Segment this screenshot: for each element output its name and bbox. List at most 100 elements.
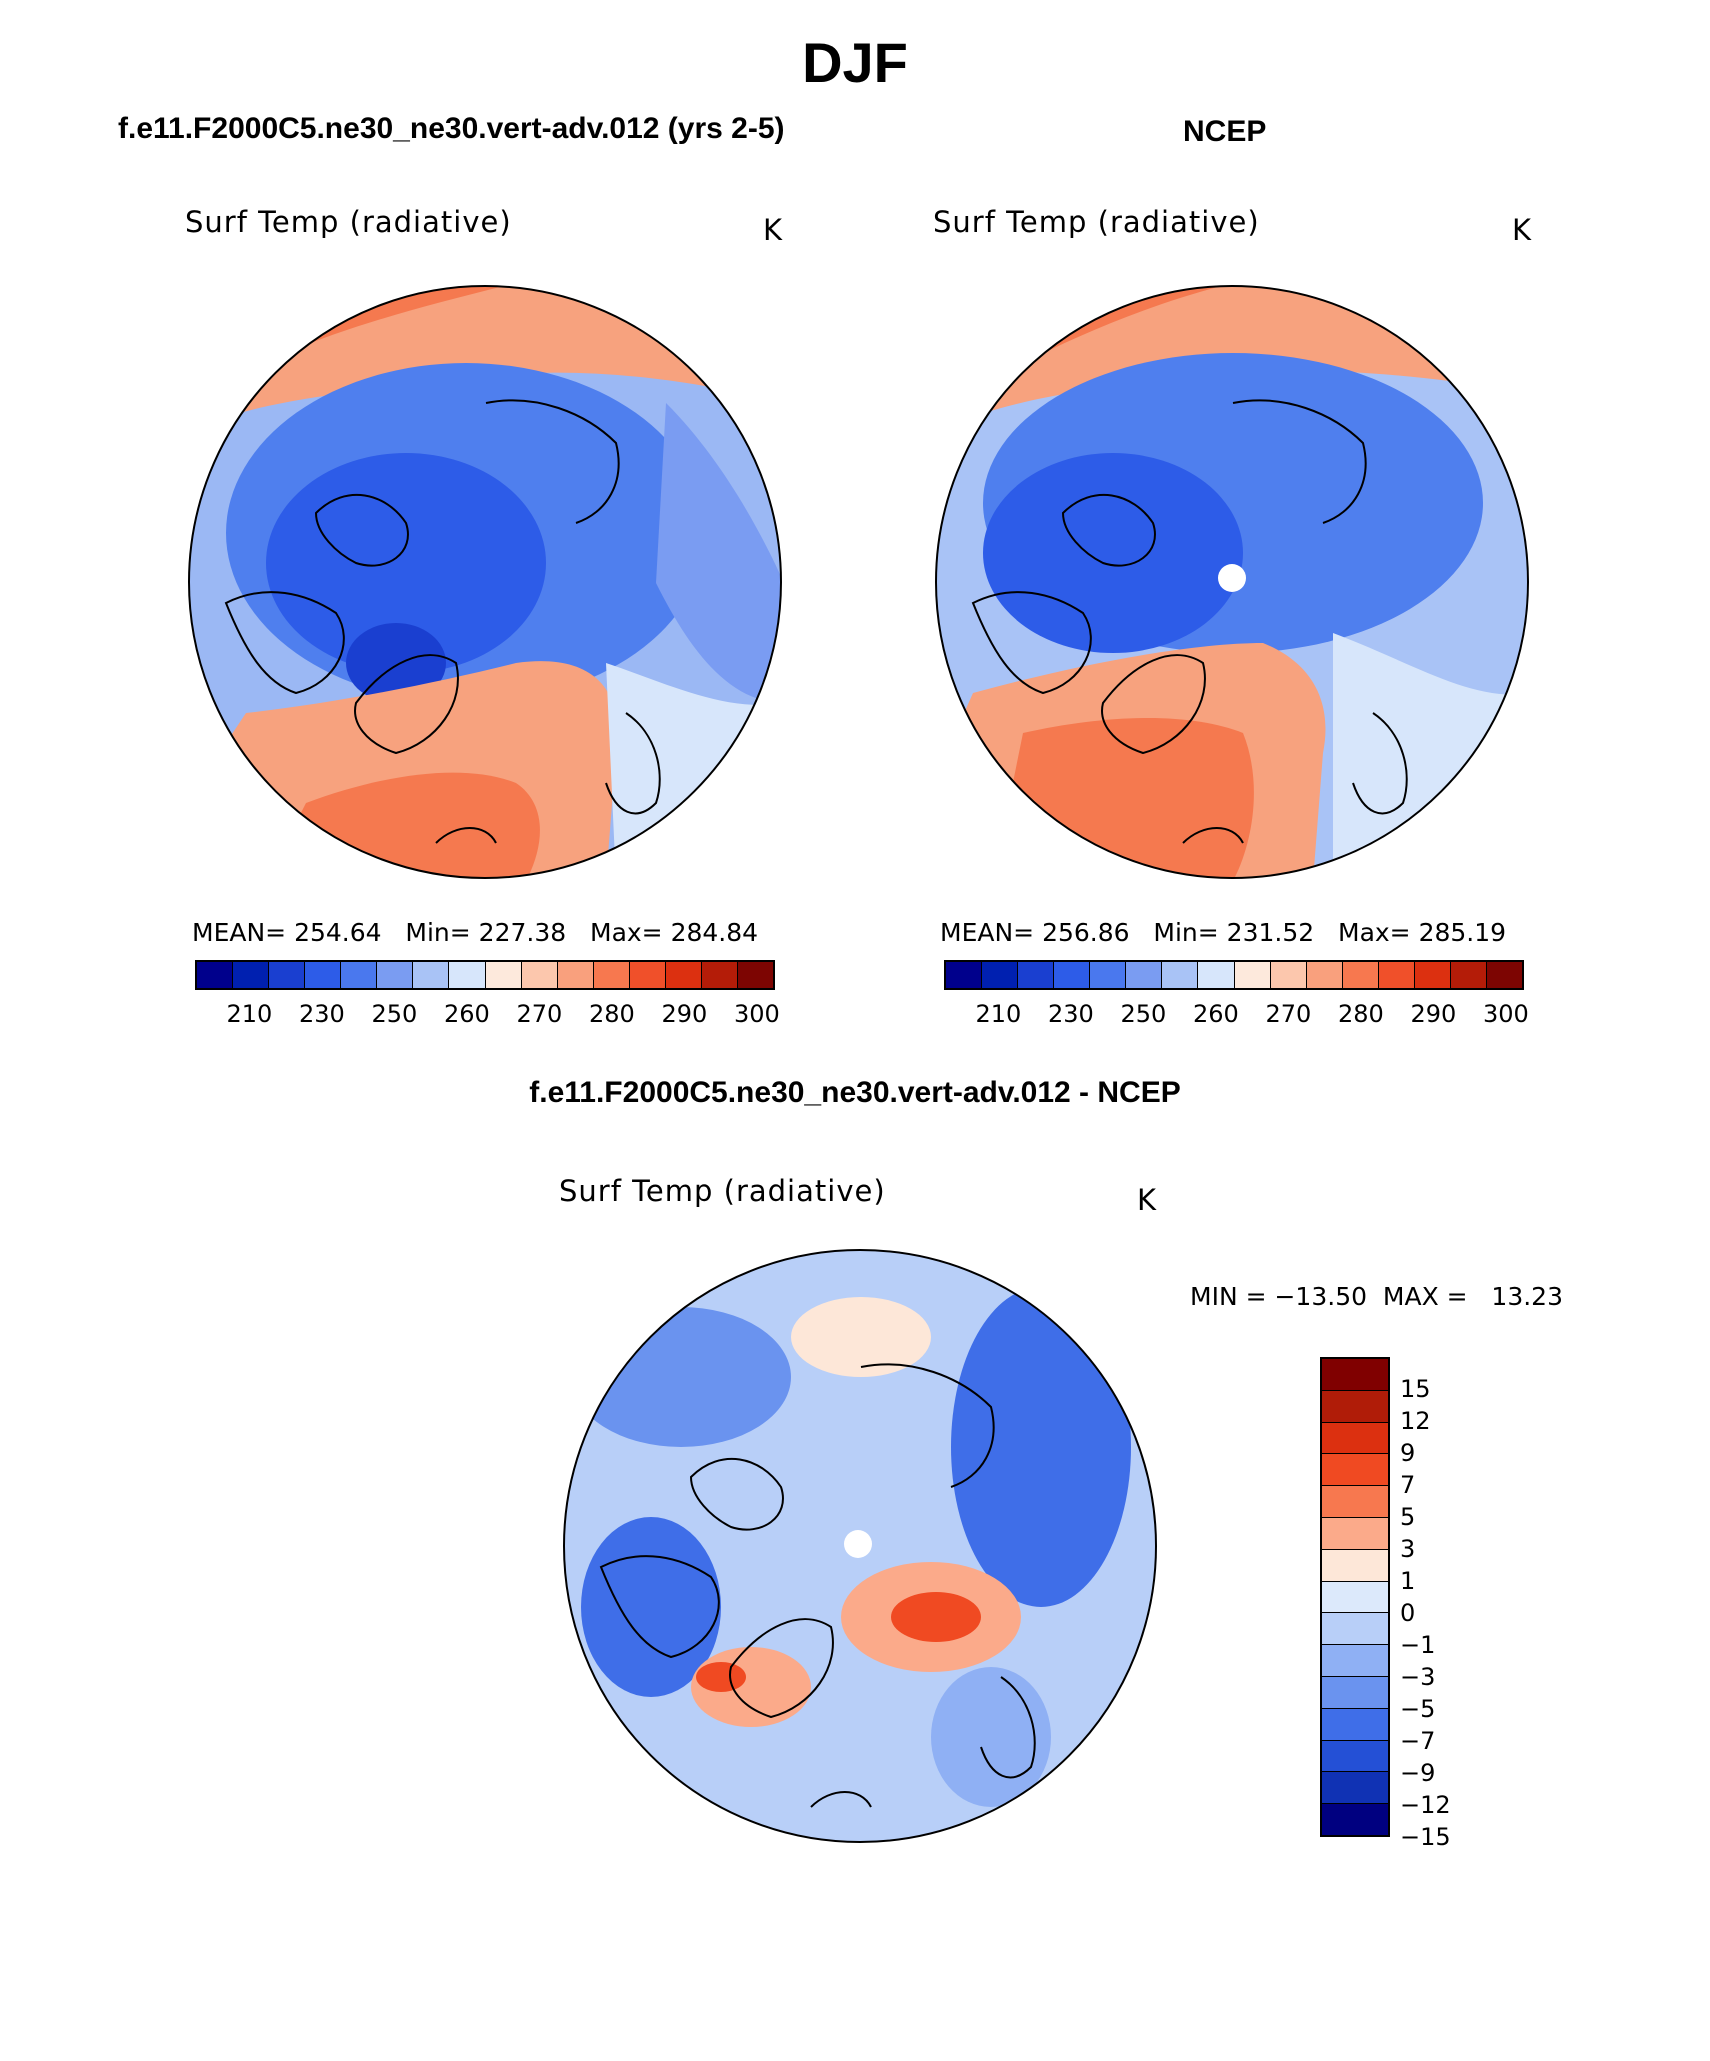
warm-core-center [891,1592,981,1642]
coastlines [599,1363,1036,1808]
colorbar-tick-label: 230 [298,1000,345,1028]
map-boundary-circle [935,285,1529,879]
colorbar-swatch [1322,1486,1388,1518]
pole-missing-data-marker [844,1530,872,1558]
colorbar-swatch [593,962,630,988]
panel-right-colorbar [944,960,1524,990]
colorbar-tick-label: 250 [1120,1000,1167,1028]
cold-core-greenland [346,623,446,703]
colorbar-swatch [485,962,522,988]
panel-left-stats: MEAN= 254.64 Min= 227.38 Max= 284.84 [192,918,758,947]
colorbar-swatch [1322,1613,1388,1646]
colorbar-tick-label: 290 [1410,1000,1457,1028]
colorbar-swatch [1322,1676,1388,1709]
map-boundary-circle [563,1249,1157,1843]
min-value: 231.52 [1226,918,1315,947]
colorbar-swatch [1126,962,1163,988]
mean-label: MEAN= [940,918,1035,947]
colorbar-swatch [1234,962,1271,988]
panel-right-units-label: K [1512,213,1533,247]
colorbar-swatch [629,962,666,988]
colorbar-swatch [665,962,702,988]
pole-missing-data-marker [1218,564,1246,592]
colorbar-swatch [197,962,234,988]
colorbar-tick-label: 210 [975,1000,1022,1028]
colorbar-swatch [341,962,378,988]
colorbar-tick-label: −5 [1400,1695,1436,1723]
panel-right-polar-map [935,285,1529,879]
difference-variable-label: Surf Temp (radiative) [559,1174,886,1208]
colorbar-swatch [982,962,1019,988]
difference-polar-map [563,1249,1157,1843]
colorbar-swatch [557,962,594,988]
colorbar-swatch [1486,962,1522,988]
cold-anomaly-east [951,1287,1131,1607]
panel-right-colorbar-labels: 210 230 250 260 270 280 290 300 [944,1000,1528,1030]
colorbar-swatch [1270,962,1307,988]
colorbar-tick-label: −15 [1400,1823,1451,1851]
cold-core-canada [983,453,1243,653]
colorbar-tick-label: 230 [1047,1000,1094,1028]
colorbar-tick-label: 300 [1482,1000,1529,1028]
colorbar-swatch [1322,1708,1388,1741]
colorbar-swatch [1322,1454,1388,1487]
panel-left-units-label: K [763,213,784,247]
colorbar-tick-label: 280 [588,1000,635,1028]
warm-core-south [696,1662,746,1692]
difference-minmax-label: MIN = −13.50 MAX = 13.23 [1190,1282,1563,1311]
difference-header: f.e11.F2000C5.ne30_ne30.vert-adv.012 - N… [529,1076,1181,1109]
colorbar-tick-label: 12 [1400,1407,1431,1435]
panel-left-colorbar [195,960,775,990]
colorbar-swatch [1342,962,1379,988]
colorbar-swatch [449,962,486,988]
colorbar-tick-label: 3 [1400,1535,1416,1563]
colorbar-tick-label: 270 [516,1000,563,1028]
moderate-region-siberia [656,403,781,703]
colorbar-swatch [413,962,450,988]
colorbar-tick-label: 260 [1192,1000,1239,1028]
colorbar-swatch [1306,962,1343,988]
colorbar-swatch [1322,1422,1388,1455]
colorbar-swatch [269,962,306,988]
panel-left-variable-label: Surf Temp (radiative) [185,205,512,239]
panel-left-header: f.e11.F2000C5.ne30_ne30.vert-adv.012 (yr… [118,112,785,145]
max-label: Max= [1338,918,1411,947]
colorbar-swatch [1018,962,1055,988]
panel-right-header: NCEP [1183,115,1267,148]
colorbar-swatch [1322,1645,1388,1677]
max-value: 284.84 [670,918,759,947]
min-label: Min= [405,918,471,947]
coastlines [224,399,661,844]
warm-anomaly-north [791,1297,931,1377]
colorbar-tick-label: 300 [733,1000,780,1028]
colorbar-swatch [1322,1804,1388,1835]
colorbar-swatch [701,962,738,988]
colorbar-swatch [1322,1549,1388,1582]
colorbar-tick-label: −9 [1400,1759,1436,1787]
main-title: DJF [802,31,908,94]
colorbar-tick-label: 9 [1400,1439,1416,1467]
colorbar-tick-label: 15 [1400,1375,1431,1403]
colorbar-swatch [1414,962,1451,988]
colorbar-tick-label: 210 [226,1000,273,1028]
mean-label: MEAN= [192,918,287,947]
colorbar-swatch [305,962,342,988]
colorbar-tick-label: 280 [1337,1000,1384,1028]
max-label: Max= [590,918,663,947]
colorbar-tick-label: −3 [1400,1663,1436,1691]
panel-right-stats: MEAN= 256.86 Min= 231.52 Max= 285.19 [940,918,1506,947]
colorbar-tick-label: 250 [371,1000,418,1028]
colorbar-swatch [946,962,983,988]
colorbar-swatch [1450,962,1487,988]
panel-left-colorbar-labels: 210 230 250 260 270 280 290 300 [195,1000,779,1030]
colorbar-tick-label: 5 [1400,1503,1416,1531]
colorbar-tick-label: 260 [443,1000,490,1028]
colorbar-tick-label: 290 [661,1000,708,1028]
map-boundary-circle [188,285,782,879]
colorbar-swatch [1322,1359,1388,1391]
mean-value: 256.86 [1042,918,1130,947]
colorbar-swatch [1322,1740,1388,1773]
panel-left-polar-map [188,285,782,879]
difference-units-label: K [1137,1183,1158,1217]
cold-anomaly-southeast [931,1667,1051,1807]
